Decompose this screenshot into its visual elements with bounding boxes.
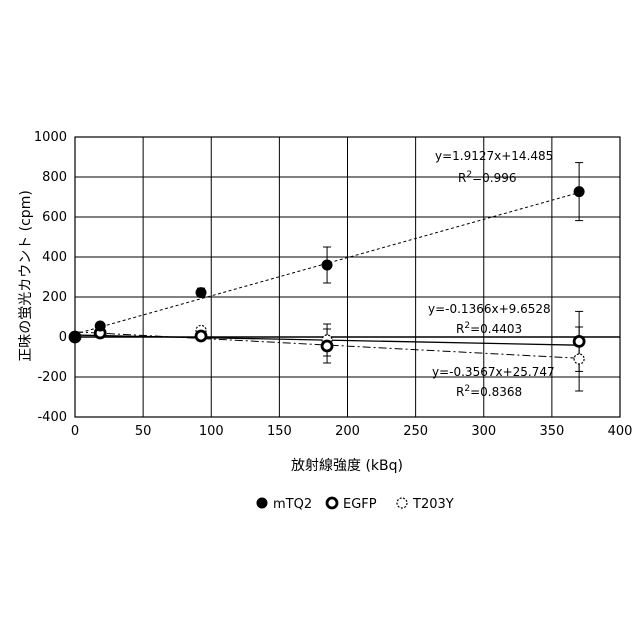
data-point-egfp xyxy=(574,336,584,346)
r-squared-label: R2=0.996 xyxy=(458,170,517,185)
error-bars xyxy=(96,163,583,391)
x-axis-title: 放射線強度 (kBq) xyxy=(291,458,403,474)
legend-marker-egfp xyxy=(327,498,337,508)
legend: mTQ2 EGFP T203Y xyxy=(257,497,454,512)
data-point-mtq2 xyxy=(95,321,105,331)
trendline-equations: y=1.9127x+14.485 R2=0.996 y=-0.1366x+9.652… xyxy=(428,149,555,399)
y-tick-label: 400 xyxy=(42,250,67,265)
y-tick-label: -400 xyxy=(37,410,67,425)
r-squared-value: =0.4403 xyxy=(470,322,522,336)
legend-marker-mtq2 xyxy=(257,498,267,508)
x-tick-label: 0 xyxy=(71,424,79,439)
x-tick-label: 100 xyxy=(199,424,224,439)
r-squared-value: =0.8368 xyxy=(470,385,522,399)
data-point-egfp xyxy=(322,341,332,351)
tick-labels: 0 50 100 150 200 250 300 350 400 -400 -200 0 200 400 6… xyxy=(34,130,633,439)
y-axis-title: 正味の蛍光カウント (cpm) xyxy=(18,190,34,362)
r-squared-prefix: R xyxy=(456,385,464,399)
r-squared-label: R2=0.8368 xyxy=(456,384,522,399)
r-squared-value: =0.996 xyxy=(472,171,516,185)
y-tick-label: 0 xyxy=(59,330,67,345)
y-tick-label: 800 xyxy=(42,170,67,185)
r-squared-prefix: R xyxy=(456,322,464,336)
x-tick-label: 200 xyxy=(335,424,360,439)
data-point-egfp xyxy=(196,331,206,341)
y-tick-label: -200 xyxy=(37,370,67,385)
y-tick-label: 1000 xyxy=(34,130,67,145)
x-tick-label: 300 xyxy=(471,424,496,439)
trendline-equation: y=-0.3567x+25.747 xyxy=(432,365,555,379)
trendline-equation: y=1.9127x+14.485 xyxy=(435,149,553,163)
x-tick-label: 350 xyxy=(539,424,564,439)
y-tick-label: 600 xyxy=(42,210,67,225)
legend-label: EGFP xyxy=(343,497,377,512)
x-tick-label: 150 xyxy=(267,424,292,439)
data-point-t203y xyxy=(574,354,584,364)
x-tick-label: 250 xyxy=(403,424,428,439)
legend-label: T203Y xyxy=(412,497,454,512)
legend-label: mTQ2 xyxy=(273,497,312,512)
data-point-mtq2 xyxy=(196,288,206,298)
data-point-mtq2 xyxy=(574,187,584,197)
trendline-equation: y=-0.1366x+9.6528 xyxy=(428,302,551,316)
x-tick-label: 400 xyxy=(608,424,633,439)
legend-marker-t203y xyxy=(397,498,407,508)
r-squared-label: R2=0.4403 xyxy=(456,321,522,336)
data-point-mtq2 xyxy=(322,260,332,270)
r-squared-prefix: R xyxy=(458,171,466,185)
y-tick-label: 200 xyxy=(42,290,67,305)
x-tick-label: 50 xyxy=(135,424,152,439)
data-point-mtq2 xyxy=(70,332,80,342)
